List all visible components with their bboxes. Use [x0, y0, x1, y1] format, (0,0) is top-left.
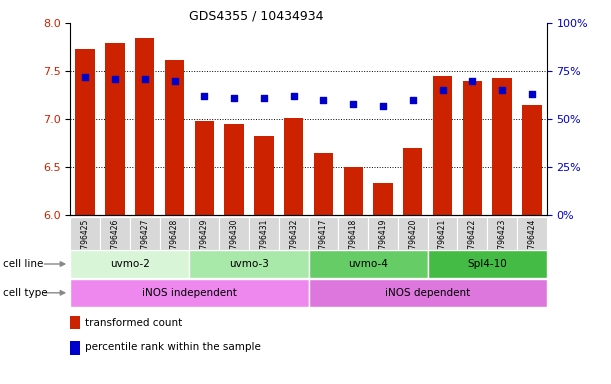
Bar — [338, 217, 368, 250]
Bar — [70, 279, 309, 307]
Bar — [433, 76, 452, 215]
Bar — [458, 217, 488, 250]
Text: uvmo-3: uvmo-3 — [229, 259, 269, 269]
Text: GSM796418: GSM796418 — [349, 218, 357, 265]
Bar — [135, 38, 155, 215]
Text: GSM796424: GSM796424 — [527, 218, 536, 265]
Text: GDS4355 / 10434934: GDS4355 / 10434934 — [189, 10, 324, 23]
Point — [199, 93, 209, 99]
Bar — [284, 118, 303, 215]
Point — [437, 87, 447, 93]
Bar — [314, 152, 333, 215]
Bar — [70, 217, 100, 250]
Text: cell type: cell type — [3, 288, 48, 298]
Bar — [189, 250, 309, 278]
Text: GSM796427: GSM796427 — [141, 218, 149, 265]
Point — [170, 78, 180, 84]
Bar — [195, 121, 214, 215]
Bar — [309, 279, 547, 307]
Bar — [403, 148, 422, 215]
Bar — [189, 217, 219, 250]
Text: GSM796432: GSM796432 — [289, 218, 298, 265]
Bar — [522, 104, 541, 215]
Bar — [428, 250, 547, 278]
Text: uvmo-4: uvmo-4 — [348, 259, 388, 269]
Bar — [492, 78, 512, 215]
Bar — [343, 167, 363, 215]
Bar — [254, 136, 274, 215]
Bar — [219, 217, 249, 250]
Text: GSM796417: GSM796417 — [319, 218, 328, 265]
Bar — [249, 217, 279, 250]
Bar — [309, 217, 338, 250]
Bar — [373, 183, 393, 215]
Point — [378, 103, 388, 109]
Point — [80, 74, 90, 80]
Bar — [76, 49, 95, 215]
Text: iNOS independent: iNOS independent — [142, 288, 237, 298]
Point — [527, 91, 537, 97]
Bar — [488, 217, 517, 250]
Text: transformed count: transformed count — [84, 318, 182, 328]
Point — [348, 101, 358, 107]
Bar — [70, 250, 189, 278]
Text: GSM796426: GSM796426 — [111, 218, 119, 265]
Text: GSM796422: GSM796422 — [468, 218, 477, 265]
Bar — [159, 217, 189, 250]
Text: uvmo-2: uvmo-2 — [110, 259, 150, 269]
Bar — [224, 124, 244, 215]
Point — [497, 87, 507, 93]
Text: iNOS dependent: iNOS dependent — [385, 288, 470, 298]
Point — [229, 95, 239, 101]
Bar — [105, 43, 125, 215]
Bar — [428, 217, 458, 250]
Bar — [368, 217, 398, 250]
Bar — [517, 217, 547, 250]
Text: GSM796429: GSM796429 — [200, 218, 209, 265]
Bar — [130, 217, 159, 250]
Text: cell line: cell line — [3, 259, 43, 269]
Text: percentile rank within the sample: percentile rank within the sample — [84, 342, 260, 352]
Bar — [165, 60, 184, 215]
Bar — [398, 217, 428, 250]
Text: GSM796419: GSM796419 — [379, 218, 387, 265]
Text: Spl4-10: Spl4-10 — [467, 259, 507, 269]
Bar — [70, 341, 80, 355]
Text: GSM796431: GSM796431 — [260, 218, 268, 265]
Bar — [279, 217, 309, 250]
Point — [289, 93, 299, 99]
Bar — [100, 217, 130, 250]
Point — [318, 97, 328, 103]
Text: GSM796428: GSM796428 — [170, 218, 179, 265]
Point — [467, 78, 477, 84]
Point — [140, 76, 150, 82]
Bar — [309, 250, 428, 278]
Point — [110, 76, 120, 82]
Text: GSM796421: GSM796421 — [438, 218, 447, 265]
Bar — [463, 81, 482, 215]
Point — [259, 95, 269, 101]
Text: GSM796420: GSM796420 — [408, 218, 417, 265]
Bar — [70, 316, 80, 329]
Text: GSM796425: GSM796425 — [81, 218, 90, 265]
Point — [408, 97, 418, 103]
Text: GSM796430: GSM796430 — [230, 218, 238, 265]
Text: GSM796423: GSM796423 — [498, 218, 507, 265]
